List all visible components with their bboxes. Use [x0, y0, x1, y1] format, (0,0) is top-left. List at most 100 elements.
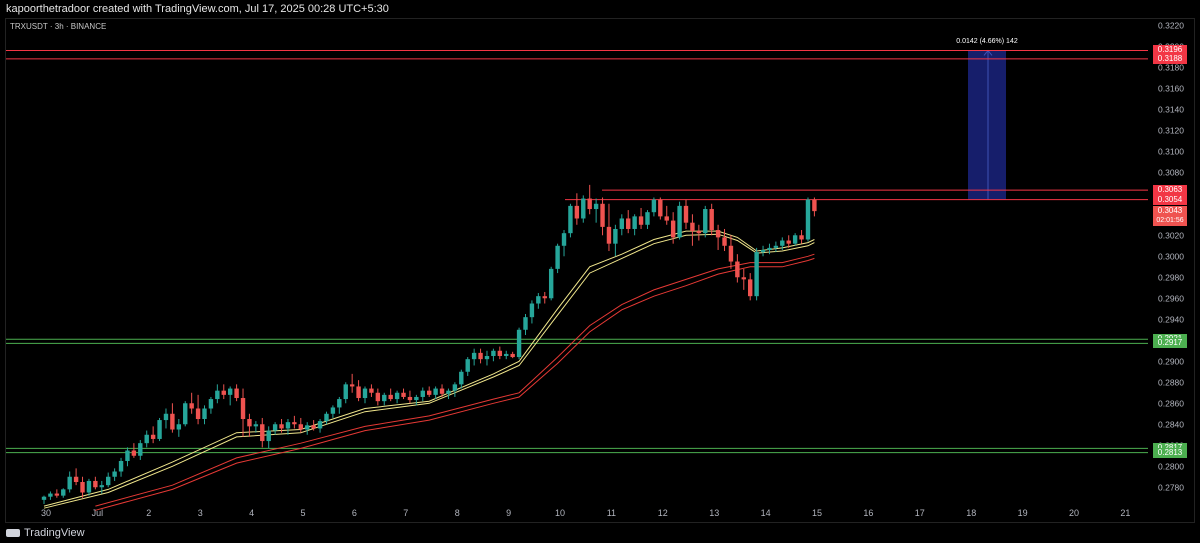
candle-body	[138, 443, 143, 456]
candle-body	[632, 216, 637, 229]
candle-body	[748, 279, 753, 297]
candle-body	[773, 245, 779, 248]
support-price-label: 0.2813	[1153, 447, 1187, 458]
y-tick-label: 0.2880	[1158, 377, 1184, 387]
candle-body	[427, 390, 432, 395]
candle-body	[234, 388, 239, 399]
y-tick-label: 0.3080	[1158, 167, 1184, 177]
candle-body	[41, 496, 47, 500]
candle-body	[48, 493, 53, 497]
candle-body	[786, 240, 791, 244]
y-tick-label: 0.3120	[1158, 125, 1184, 135]
y-tick-label: 0.2980	[1158, 272, 1184, 282]
x-tick-label: 30	[41, 508, 51, 518]
resistance-price-label: 0.3054	[1153, 194, 1187, 205]
candle-body	[80, 482, 85, 493]
tradingview-logo-icon	[6, 529, 20, 537]
chart-frame[interactable]	[5, 18, 1195, 523]
candle-body	[741, 277, 746, 280]
y-tick-label: 0.2860	[1158, 398, 1184, 408]
candle-body	[337, 399, 342, 408]
x-tick-label: 6	[352, 508, 357, 518]
candle-body	[433, 388, 438, 395]
y-tick-label: 0.3000	[1158, 251, 1184, 261]
x-tick-label: Jul	[92, 508, 104, 518]
y-tick-label: 0.2800	[1158, 461, 1184, 471]
candle-body	[478, 352, 483, 360]
candle-body	[356, 386, 361, 399]
candle-body	[568, 205, 573, 234]
candle-body	[600, 203, 605, 227]
candle-body	[491, 350, 496, 357]
last-price-value: 0.3043	[1157, 206, 1183, 216]
candle-body	[131, 450, 137, 456]
y-tick-label: 0.2840	[1158, 419, 1184, 429]
x-tick-label: 13	[709, 508, 719, 518]
x-tick-label: 16	[863, 508, 873, 518]
x-tick-label: 7	[403, 508, 408, 518]
candle-body	[728, 245, 734, 262]
candle-body	[195, 408, 201, 420]
candle-body	[606, 226, 612, 244]
candle-body	[767, 247, 772, 250]
candle-body	[780, 240, 785, 246]
x-tick-label: 14	[761, 508, 771, 518]
candle-body	[439, 388, 445, 394]
candle-body	[683, 205, 689, 223]
candle-body	[362, 388, 368, 399]
candle-body	[369, 388, 374, 393]
candle-body	[735, 261, 740, 278]
candle-body	[285, 422, 291, 429]
y-tick-label: 0.3160	[1158, 83, 1184, 93]
candlestick-chart[interactable]: TRXUSDT · 3h · BINANCE0.32200.32000.3180…	[0, 0, 1200, 523]
candle-body	[484, 356, 490, 360]
tradingview-logo[interactable]: TradingView	[6, 527, 85, 539]
candle-body	[311, 425, 316, 429]
candle-body	[703, 209, 708, 234]
candle-body	[516, 329, 522, 358]
candle-body	[183, 403, 188, 425]
candle-body	[382, 394, 387, 402]
candle-body	[792, 235, 798, 244]
candle-body	[658, 199, 663, 217]
candle-body	[696, 231, 702, 234]
candle-body	[529, 303, 535, 318]
candle-body	[67, 476, 72, 490]
candle-body	[446, 390, 451, 394]
x-tick-label: 15	[812, 508, 822, 518]
candle-body	[593, 203, 599, 210]
candle-body	[163, 413, 169, 421]
candle-body	[330, 407, 336, 414]
y-tick-label: 0.2780	[1158, 482, 1184, 492]
candle-body	[93, 480, 98, 488]
candle-body	[561, 233, 567, 246]
candle-body	[253, 424, 259, 427]
y-tick-label: 0.3220	[1158, 20, 1184, 30]
x-tick-label: 19	[1018, 508, 1028, 518]
candle-body	[574, 205, 580, 219]
candle-body	[208, 399, 214, 409]
candle-body	[812, 199, 817, 212]
candle-body	[613, 228, 618, 244]
candle-body	[760, 249, 766, 253]
candle-countdown: 02:01:56	[1156, 217, 1184, 225]
candle-body	[452, 384, 458, 391]
y-tick-label: 0.3100	[1158, 146, 1184, 156]
candle-body	[266, 430, 271, 442]
candle-body	[99, 485, 104, 488]
candle-body	[170, 413, 175, 430]
resistance-price-label: 0.3196	[1153, 45, 1187, 56]
candle-body	[651, 199, 657, 213]
candle-body	[176, 424, 182, 430]
candle-body	[420, 390, 425, 397]
candle-body	[150, 434, 156, 439]
candle-body	[388, 394, 393, 400]
resistance-price-label: 0.3063	[1153, 185, 1187, 196]
candle-body	[157, 420, 162, 439]
y-tick-label: 0.3180	[1158, 62, 1184, 72]
x-tick-label: 10	[555, 508, 565, 518]
candle-body	[54, 493, 60, 496]
y-tick-label: 0.2940	[1158, 314, 1184, 324]
y-tick-label: 0.3140	[1158, 104, 1184, 114]
candle-body	[118, 461, 124, 472]
